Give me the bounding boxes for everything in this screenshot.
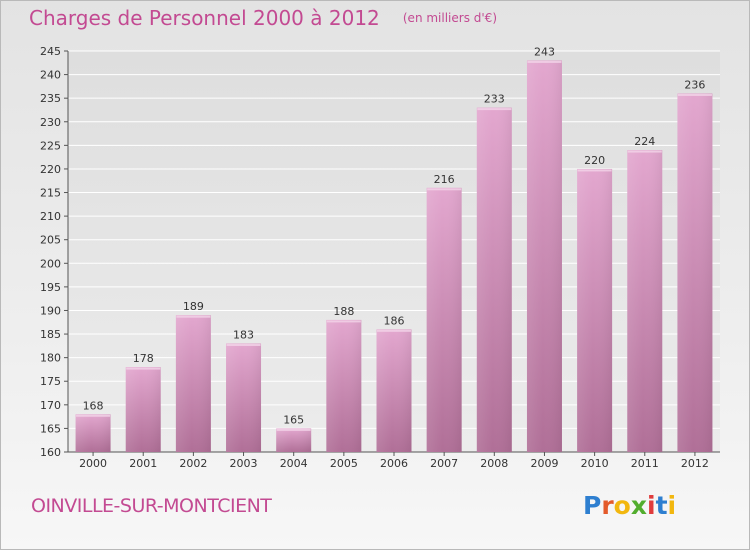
bar-shine <box>175 315 211 452</box>
title-row: Charges de Personnel 2000 à 2012 (en mil… <box>29 6 497 30</box>
data-label: 189 <box>183 300 204 313</box>
y-tick-label: 170 <box>40 399 61 412</box>
bar-shine <box>577 168 613 453</box>
bar-shine <box>627 150 663 452</box>
y-tick-label: 205 <box>40 234 61 247</box>
bar-top-highlight <box>126 367 161 370</box>
bar-shine <box>276 428 312 452</box>
bar-top-highlight <box>677 93 712 96</box>
x-tick-label: 2005 <box>330 457 358 470</box>
y-tick-label: 200 <box>40 257 61 270</box>
bar-top-highlight <box>76 414 111 417</box>
data-label: 183 <box>233 328 254 341</box>
y-tick-label: 190 <box>40 304 61 317</box>
x-tick-label: 2000 <box>79 457 107 470</box>
x-tick-label: 2007 <box>430 457 458 470</box>
bar-top-highlight <box>527 60 562 63</box>
logo-letter: r <box>601 491 614 520</box>
bar-shine <box>677 93 713 452</box>
bar-top-highlight <box>627 150 662 153</box>
y-tick-label: 225 <box>40 139 61 152</box>
x-tick-label: 2011 <box>631 457 659 470</box>
bar-shine <box>75 414 111 452</box>
bar-shine <box>376 329 412 452</box>
data-label: 168 <box>83 399 104 412</box>
bar-shine <box>226 343 262 452</box>
bar-top-highlight <box>176 315 211 318</box>
data-label: 165 <box>283 413 304 426</box>
x-tick-label: 2004 <box>280 457 308 470</box>
data-label: 186 <box>384 314 405 327</box>
data-label: 243 <box>534 45 555 58</box>
y-tick-label: 195 <box>40 281 61 294</box>
bar-top-highlight <box>377 329 411 332</box>
plot-area: 160 165 170 175 180 185 190 195 200 205 210 215 220 2… <box>40 45 720 470</box>
y-tick-label: 165 <box>40 422 61 435</box>
y-tick-label: 180 <box>40 352 61 365</box>
x-tick-label: 2006 <box>380 457 408 470</box>
bar-top-highlight <box>577 169 612 172</box>
y-tick-label: 210 <box>40 210 61 223</box>
data-label: 224 <box>634 135 655 148</box>
y-tick-label: 175 <box>40 375 61 388</box>
logo-letter: i <box>667 491 677 520</box>
y-tick-label: 160 <box>40 446 61 459</box>
x-tick-label: 2003 <box>230 457 258 470</box>
logo-letter: P <box>583 491 602 520</box>
data-label: 188 <box>333 305 354 318</box>
data-label: 220 <box>584 154 605 167</box>
bar-top-highlight <box>226 343 261 346</box>
y-tick-label: 230 <box>40 116 61 129</box>
y-tick-label: 215 <box>40 187 61 200</box>
commune-name: OINVILLE-SUR-MONTCIENT <box>31 495 272 517</box>
data-label: 178 <box>133 352 154 365</box>
x-tick-label: 2010 <box>581 457 609 470</box>
chart-title: Charges de Personnel 2000 à 2012 <box>29 6 380 30</box>
data-label: 236 <box>684 78 705 91</box>
x-tick-label: 2002 <box>179 457 207 470</box>
chart-subtitle: (en milliers d'€) <box>402 11 497 25</box>
logo-letter: t <box>655 491 668 520</box>
bar-shine <box>125 367 161 452</box>
bar-top-highlight <box>276 428 311 431</box>
proxiti-logo: Proxiti <box>583 491 676 520</box>
data-label: 233 <box>484 93 505 106</box>
bar-shine <box>476 107 512 453</box>
logo-letter: o <box>613 491 631 520</box>
y-tick-label: 240 <box>40 69 61 82</box>
y-tick-label: 185 <box>40 328 61 341</box>
y-tick-label: 220 <box>40 163 61 176</box>
bar-top-highlight <box>477 108 512 111</box>
x-tick-label: 2008 <box>480 457 508 470</box>
bar-top-highlight <box>427 188 462 191</box>
bar-shine <box>526 60 562 452</box>
x-tick-label: 2012 <box>681 457 709 470</box>
data-label: 216 <box>434 173 455 186</box>
x-tick-label: 2001 <box>129 457 157 470</box>
y-tick-label: 235 <box>40 92 61 105</box>
x-tick-label: 2009 <box>530 457 558 470</box>
bar-shine <box>326 319 362 452</box>
y-tick-label: 245 <box>40 45 61 58</box>
logo-letter: i <box>647 491 656 520</box>
bar-shine <box>426 187 462 452</box>
bar-top-highlight <box>326 320 361 323</box>
logo-letter: x <box>630 491 647 520</box>
